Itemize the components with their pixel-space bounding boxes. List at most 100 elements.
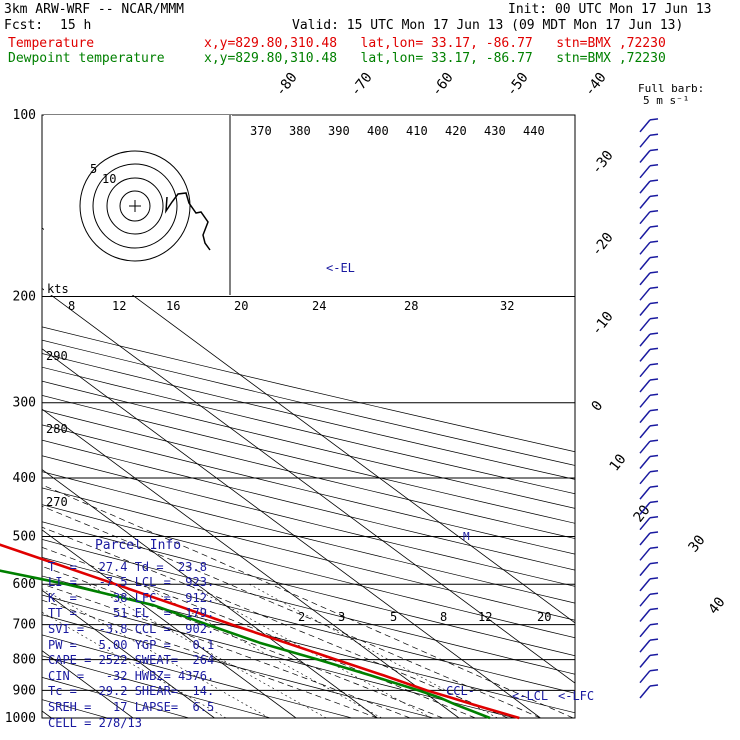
wind-barb-flag <box>649 286 659 289</box>
moist-adiabat-line <box>42 505 541 718</box>
pressure-tick-label: 700 <box>13 618 36 633</box>
parcel-annotation-lfc: <-LFC <box>558 689 594 703</box>
wind-barb <box>639 286 659 301</box>
parcel-annotation-el: <-EL <box>326 261 355 275</box>
hodograph-ring-label: 10 <box>102 172 116 186</box>
wind-barb <box>639 362 659 378</box>
parcel-info-panel: Parcel Info T = 27.4 Td = 23.8 LI = -7.5 … <box>48 538 228 731</box>
wind-barb <box>639 668 659 684</box>
wind-barb-flag <box>649 179 659 182</box>
dewpoint-legend: Dewpoint temperature <box>8 51 165 66</box>
hodograph-trace <box>165 192 211 251</box>
wind-barb-shaft <box>639 532 651 546</box>
pressure-tick-label: 500 <box>13 529 36 544</box>
parcel-annotation-ccl: CCL- <box>446 684 475 698</box>
isotherm-line <box>42 529 297 718</box>
wind-barb <box>639 164 659 179</box>
mixing-ratio-line <box>140 583 382 718</box>
hodograph-units-label: kts <box>47 282 69 296</box>
forecast-hour: 15 h <box>60 18 92 33</box>
wind-barb <box>639 271 659 286</box>
wind-barb-flag <box>649 500 659 504</box>
model-title: 3km ARW-WRF -- NCAR/MMM <box>4 2 185 17</box>
wind-barb <box>639 531 659 546</box>
wind-barb-shaft <box>639 517 651 531</box>
moist-adiabat-line <box>42 565 443 718</box>
wind-barb-shaft <box>639 303 651 316</box>
mixing-ratio-label: 5 <box>390 610 397 624</box>
isotherm-label: -50 <box>504 70 532 100</box>
wind-barb-flag <box>649 531 659 534</box>
parcel-info-row: CIN = -32 HWBZ= 4376. <box>48 668 215 683</box>
wind-barb-shaft <box>639 287 651 301</box>
mixing-ratio-label: 12 <box>478 610 492 624</box>
mixing-ratio-label: 8 <box>68 299 75 313</box>
wind-barb <box>639 255 659 271</box>
wind-barb-shaft <box>639 150 651 163</box>
parcel-level-marker: M <box>463 530 470 543</box>
parcel-info-row: PW = 5.00 YGP = 0.1 <box>48 637 215 652</box>
isotherm-label: -30 <box>589 148 617 178</box>
isotherm-label: 0 <box>589 398 607 414</box>
wind-barb-shaft <box>639 180 651 194</box>
wind-barb-shaft <box>639 440 651 454</box>
moist-adiabat-line <box>42 484 574 718</box>
wind-barb-flag <box>649 623 659 626</box>
pressure-tick-label: 600 <box>13 577 36 592</box>
parcel-info-title: Parcel Info <box>94 538 182 553</box>
mixing-ratio-label: 16 <box>166 299 180 313</box>
wind-barb-shaft <box>639 639 651 653</box>
parcel-info-row: LI = -7.5 LCL = 923. <box>48 575 215 590</box>
wind-barb-flag <box>649 592 659 595</box>
wind-barb-flag <box>649 133 659 136</box>
hodograph-background <box>44 115 232 295</box>
wind-barb-flag <box>649 378 659 381</box>
dry-adiabat-line <box>42 487 575 621</box>
wind-barb-flag <box>649 638 659 641</box>
wind-barb-shaft <box>639 501 651 515</box>
wind-barb <box>639 577 659 592</box>
parcel-info-row: SREH = 17 LAPSE= 6.5 <box>48 699 215 714</box>
wind-barb-flag <box>649 301 659 305</box>
wind-barb <box>639 561 659 577</box>
valid-time: Valid: 15 UTC Mon 17 Jun 13 (09 MDT Mon … <box>292 18 684 33</box>
parcel-info-row: Tc = 29.2 SHEAR= 14. <box>48 684 215 699</box>
isotherm-line <box>42 408 460 718</box>
isotherm-line <box>42 589 215 718</box>
isotherm-line <box>42 348 541 718</box>
dry-adiabat-label: 270 <box>46 495 68 509</box>
wind-barb <box>639 209 659 225</box>
isotherm-label: -70 <box>348 70 376 100</box>
wind-barb <box>639 179 659 194</box>
wind-barb <box>639 225 659 240</box>
parcel-info-row: TT = 51 EL = 179. <box>48 606 215 621</box>
parcel-annotation-lcl: <-LCL <box>512 689 548 703</box>
wind-barb-flag <box>649 470 659 473</box>
wind-barb-shaft <box>639 486 651 500</box>
dry-adiabat-label: 390 <box>328 124 350 138</box>
wind-barb-flag <box>649 118 659 121</box>
wind-barb-shaft <box>639 547 651 561</box>
wind-barb-flag <box>649 362 659 366</box>
wind-barb-flag <box>649 439 659 442</box>
dry-adiabat-label: 440 <box>523 124 545 138</box>
hodograph-ring <box>79 150 191 262</box>
dry-adiabat-line <box>42 339 575 466</box>
wind-barb-shaft <box>639 425 651 439</box>
pressure-tick-label: 900 <box>13 683 36 698</box>
wind-barb <box>639 317 659 332</box>
mixing-ratio-label: 20 <box>537 610 551 624</box>
wind-barb-shaft <box>639 226 651 240</box>
wind-barb-shaft <box>639 394 651 408</box>
wind-barb-shaft <box>639 471 651 485</box>
dry-adiabat-line <box>42 326 575 453</box>
wind-barb-shaft <box>639 195 651 209</box>
dry-adiabat-label: 380 <box>289 124 311 138</box>
wind-barb-flag <box>649 209 659 213</box>
wind-barb-shaft <box>639 165 651 179</box>
wind-barb <box>639 684 659 699</box>
wind-barb-flag <box>649 684 659 687</box>
wind-barb-flag <box>649 653 659 657</box>
wind-barb <box>639 500 659 515</box>
